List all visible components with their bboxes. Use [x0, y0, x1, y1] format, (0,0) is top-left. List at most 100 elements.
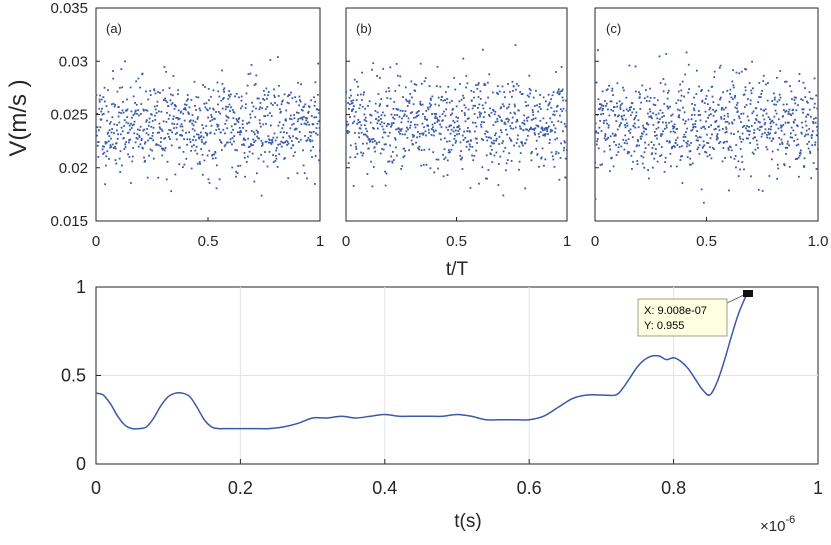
scatter-point — [430, 128, 433, 130]
scatter-point — [126, 116, 129, 119]
x-axis-label-top: t/T — [446, 259, 469, 280]
scatter-point — [156, 104, 159, 107]
scatter-point — [364, 124, 366, 127]
scatter-point — [527, 134, 529, 137]
scatter-point — [409, 124, 412, 127]
scatter-point — [135, 109, 137, 112]
scatter-point — [502, 150, 505, 153]
scatter-point — [698, 152, 701, 155]
scatter-point — [656, 160, 659, 163]
scatter-point — [677, 108, 679, 111]
scatter-point — [539, 131, 542, 134]
scatter-point — [128, 124, 131, 127]
scatter-point — [672, 125, 674, 128]
scatter-point — [643, 97, 646, 100]
scatter-point — [202, 127, 205, 130]
scatter-point — [708, 154, 711, 156]
scatter-point — [381, 111, 384, 114]
scatter-point — [733, 133, 735, 136]
scatter-point — [552, 113, 554, 116]
scatter-point — [654, 152, 657, 155]
scatter-point — [135, 136, 138, 139]
scatter-point — [668, 141, 671, 144]
scatter-point — [753, 132, 755, 134]
scatter-point — [607, 108, 609, 111]
scatter-point — [96, 134, 98, 137]
scatter-point — [210, 124, 213, 127]
scatter-point — [360, 131, 363, 134]
scatter-point — [376, 75, 378, 77]
scatter-point — [186, 143, 189, 146]
scatter-point — [451, 99, 453, 102]
scatter-point — [217, 110, 220, 113]
scatter-point — [156, 100, 159, 103]
scatter-point — [155, 112, 158, 114]
scatter-point — [359, 93, 362, 96]
scatter-point — [656, 117, 659, 120]
scatter-point — [360, 124, 363, 127]
scatter-point — [99, 94, 101, 97]
scatter-point — [754, 136, 757, 139]
scatter-point — [487, 169, 490, 171]
scatter-point — [115, 129, 118, 132]
scatter-point — [696, 148, 699, 151]
scatter-point — [634, 126, 637, 129]
scatter-point — [804, 133, 807, 136]
scatter-point — [414, 116, 417, 119]
scatter-point — [741, 126, 744, 128]
scatter-point — [299, 117, 302, 120]
scatter-point — [197, 133, 200, 136]
scatter-point — [127, 122, 130, 125]
scatter-point — [412, 116, 415, 119]
panel-label-b: (b) — [356, 21, 372, 36]
datatip[interactable]: X: 9.008e-07 Y: 0.955 — [637, 290, 753, 337]
scatter-point — [396, 114, 399, 116]
scatter-point — [482, 139, 485, 141]
scatter-point — [420, 164, 423, 167]
scatter-point — [384, 170, 386, 173]
scatter-point — [403, 155, 406, 157]
scatter-point — [191, 145, 193, 148]
scatter-point — [215, 187, 218, 190]
scatter-point — [387, 87, 390, 89]
scatter-point — [443, 110, 445, 113]
scatter-point — [544, 133, 547, 135]
scatter-point — [481, 166, 484, 169]
scatter-point — [377, 93, 380, 95]
scatter-point — [185, 131, 187, 134]
scatter-point — [290, 118, 293, 121]
scatter-point — [358, 107, 361, 110]
scatter-point — [444, 114, 447, 117]
scatter-point — [646, 122, 649, 125]
scatter-point — [457, 124, 460, 127]
scatter-point — [455, 140, 457, 142]
scatter-point — [172, 118, 175, 120]
scatter-point — [108, 129, 111, 132]
scatter-point — [273, 94, 276, 97]
scatter-point — [737, 175, 740, 178]
scatter-point — [219, 139, 221, 141]
scatter-point — [227, 105, 229, 108]
scatter-point — [564, 141, 566, 144]
scatter-point — [665, 124, 668, 127]
scatter-point — [778, 99, 781, 101]
scatter-point — [307, 111, 309, 114]
scatter-point — [188, 106, 191, 109]
scatter-point — [807, 133, 809, 136]
scatter-point — [486, 81, 489, 84]
scatter-point — [784, 80, 786, 83]
scatter-point — [178, 146, 181, 149]
scatter-point — [475, 137, 478, 140]
datatip-marker[interactable] — [743, 290, 753, 297]
scatter-point — [270, 102, 273, 105]
scatter-point — [657, 112, 660, 115]
scatter-point — [650, 141, 653, 144]
scatter-point — [149, 94, 152, 96]
scatter-point — [143, 128, 146, 131]
scatter-point — [704, 127, 707, 130]
scatter-point — [597, 49, 599, 52]
scatter-point — [447, 151, 450, 154]
scatter-point — [772, 138, 775, 140]
scatter-point — [129, 128, 131, 131]
scatter-point — [430, 99, 432, 101]
